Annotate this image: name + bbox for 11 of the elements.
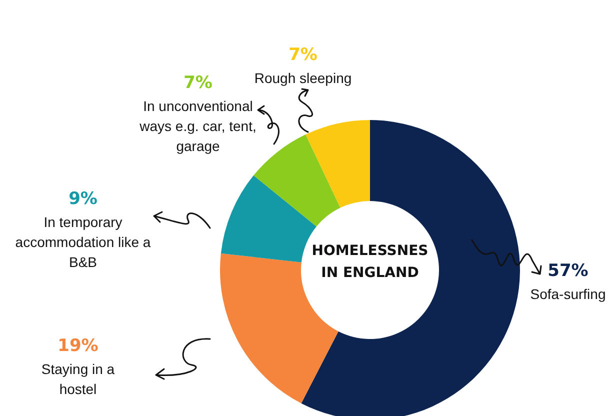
slice-label: Sofa-surfing <box>529 285 607 304</box>
data-label: 19% <box>56 335 100 358</box>
slice-label: In temporary accommodation like a B&B <box>14 213 152 272</box>
text: HOMELESSNES IN ENGLAND <box>310 240 430 284</box>
slice-label: In unconventional ways e.g. car, tent, garage <box>138 97 258 156</box>
slice-label: Rough sleeping <box>253 69 353 88</box>
data-label: 7% <box>184 73 212 93</box>
data-label: 9% <box>68 188 98 211</box>
slice-label: Staying in a hostel <box>40 360 116 399</box>
data-label: 7% <box>288 44 318 67</box>
data-label: 57% <box>546 260 590 283</box>
